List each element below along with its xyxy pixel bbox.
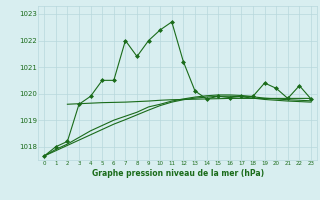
X-axis label: Graphe pression niveau de la mer (hPa): Graphe pression niveau de la mer (hPa) (92, 169, 264, 178)
